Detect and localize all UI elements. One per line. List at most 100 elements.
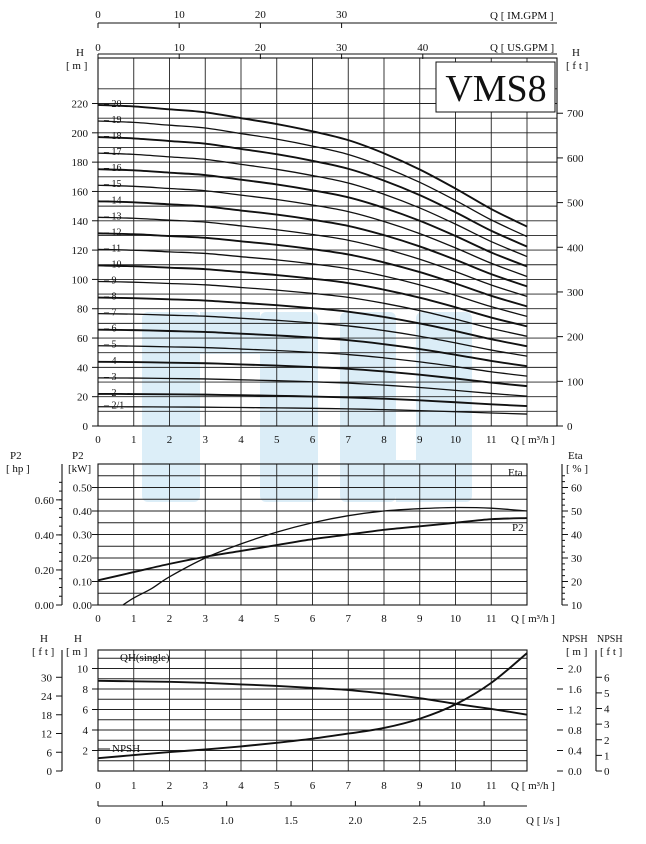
ls-tick-label: 0: [95, 815, 101, 827]
power-x-tick-label: 4: [238, 613, 244, 625]
npsh-ft-tick-label: 2: [604, 735, 610, 747]
stage-curve: [97, 392, 528, 408]
ls-xlabel: Q [ l/s ]: [526, 815, 560, 827]
h-m-tick-label: 4: [83, 725, 89, 737]
power-x-tick-label: 6: [310, 613, 316, 625]
h-ft-label-letter: H: [40, 633, 48, 645]
us-gpm-ticks: 0 10 20 30 40: [95, 42, 429, 59]
power-x-tick-label: 8: [381, 613, 387, 625]
ls-tick-label: 1.5: [284, 815, 298, 827]
kw-tick-label: 0.30: [73, 530, 93, 542]
stage-label: – 9: [103, 276, 117, 287]
power-x-tick-label: 2: [167, 613, 173, 625]
stage-curve: [97, 232, 528, 308]
stage-label: – 13: [103, 211, 122, 222]
stage-curve: [97, 104, 528, 228]
npsh-curve: [97, 652, 528, 760]
kw-tick-label: 0.50: [73, 483, 93, 495]
hp-tick-label: 0.00: [35, 600, 55, 612]
npsh-m-label-unit: [ m ]: [566, 646, 587, 658]
qh-x-tick-label: 10: [450, 780, 462, 792]
head-y-tick-label: 220: [72, 99, 89, 111]
head-y-tick-label: 160: [72, 186, 89, 198]
stage-curve: [97, 296, 528, 348]
head-x-tick-label: 9: [417, 434, 423, 446]
head-x-tick-label: 3: [203, 434, 209, 446]
stage-curve: [97, 280, 528, 337]
npsh-m-label-letter: NPSH: [562, 634, 588, 645]
h-ft-ticks: 0 6 12 18 24 30: [41, 672, 62, 778]
head-x-tick-label: 7: [346, 434, 352, 446]
stage-label: – 11: [103, 243, 121, 254]
h-ft-tick-label: 0: [47, 766, 53, 778]
hp-label-unit: [ hp ]: [6, 463, 30, 475]
head-y-tick-label: 140: [72, 216, 89, 228]
qh-xlabel: Q [ m³/h ]: [511, 780, 555, 792]
power-x-ticks: 0 1 2 3 4 5 6 7 8 9 10 11: [95, 613, 496, 625]
h-ft-label-unit: [ f t ]: [32, 646, 54, 658]
power-x-tick-label: 10: [450, 613, 462, 625]
head-xlabel: Q [ m³/h ]: [511, 434, 555, 446]
qh-x-ticks: 0 1 2 3 4 5 6 7 8 9 10 11: [95, 780, 496, 792]
stage-curve: [97, 136, 528, 248]
stage-curve: [97, 312, 528, 357]
kw-tick-label: 0.40: [73, 506, 93, 518]
kw-tick-label: 0.00: [73, 600, 93, 612]
head-y-tick-label: 180: [72, 157, 89, 169]
head-x-tick-label: 8: [381, 434, 387, 446]
head-x-tick-label: 11: [486, 434, 497, 446]
power-xlabel: Q [ m³/h ]: [511, 613, 555, 625]
stage-label: – 5: [103, 340, 117, 351]
qh-series-label: QH(single): [120, 652, 170, 664]
stage-label: – 2: [103, 388, 117, 399]
head-ft-tick-label: 200: [567, 332, 584, 344]
eta-ticks: 10 20 30 40 50 60: [562, 475, 583, 612]
im-gpm-label: Q [ IM.GPM ]: [490, 10, 554, 22]
power-efficiency-panel: 0.00 0.10 0.20 0.30 0.40 0.50 0.00 0.20 0.40 0.6…: [6, 450, 588, 625]
eta-tick-label: 10: [571, 600, 583, 612]
head-curves-panel: – 2/1 – 2 – 3 – 4 – 5 – 6 – 7 – 8 – 9 – 10 – 11 – 1…: [66, 47, 588, 446]
stage-label: – 3: [103, 372, 117, 383]
npsh-ft-tick-label: 3: [604, 719, 610, 731]
h-ft-tick-label: 24: [41, 691, 53, 703]
stage-curve: [97, 216, 528, 298]
npsh-series-label: NPSH: [112, 743, 140, 755]
eta-curve: [122, 506, 528, 606]
top-axes: 0 10 20 30 0 10 20 30 40 Q [ IM.GPM ] Q [ US.GP…: [95, 9, 557, 59]
ls-tick-label: 0.5: [155, 815, 169, 827]
stage-label: – 14: [103, 195, 122, 206]
qh-x-tick-label: 2: [167, 780, 173, 792]
head-x-tick-label: 1: [131, 434, 137, 446]
title-box: [435, 61, 556, 113]
head-ft-tick-label: 700: [567, 108, 584, 120]
hp-label-letter: P2: [10, 450, 22, 462]
power-x-tick-label: 11: [486, 613, 497, 625]
qh-x-tick-label: 9: [417, 780, 423, 792]
head-x-ticks: 0 1 2 3 4 5 6 7 8 9 10 11: [95, 434, 496, 446]
npsh-m-tick-label: 1.6: [568, 684, 582, 696]
head-y-tick-label: 120: [72, 245, 89, 257]
head-ft-tick-label: 500: [567, 198, 584, 210]
stage-labels: – 2/1 – 2 – 3 – 4 – 5 – 6 – 7 – 8 – 9 – 10 – 11 – 1…: [103, 99, 124, 412]
qh-x-tick-label: 6: [310, 780, 316, 792]
ls-tick-label: 2.0: [349, 815, 363, 827]
npsh-ft-tick-label: 0: [604, 766, 610, 778]
stage-label: – 7: [103, 308, 117, 319]
us-gpm-tick-label: 10: [174, 42, 186, 54]
npsh-ft-label-unit: [ f t ]: [600, 646, 622, 658]
head-x-tick-label: 2: [167, 434, 173, 446]
chart-title: VMS8: [445, 68, 546, 110]
head-ft-tick-label: 300: [567, 287, 584, 299]
head-curves: [97, 104, 528, 415]
qh-x-tick-label: 8: [381, 780, 387, 792]
qh-x-tick-label: 11: [486, 780, 497, 792]
qh-x-tick-label: 3: [203, 780, 209, 792]
us-gpm-tick-label: 20: [255, 42, 267, 54]
stage-label: – 17: [103, 147, 122, 158]
stage-label: – 6: [103, 324, 117, 335]
ls-x-ticks: 0 0.5 1.0 1.5 2.0 2.5 3.0: [95, 801, 491, 827]
qh-x-tick-label: 4: [238, 780, 244, 792]
npsh-m-tick-label: 0.0: [568, 766, 582, 778]
head-ft-tick-label: 400: [567, 242, 584, 254]
h-ft-tick-label: 12: [41, 729, 52, 741]
